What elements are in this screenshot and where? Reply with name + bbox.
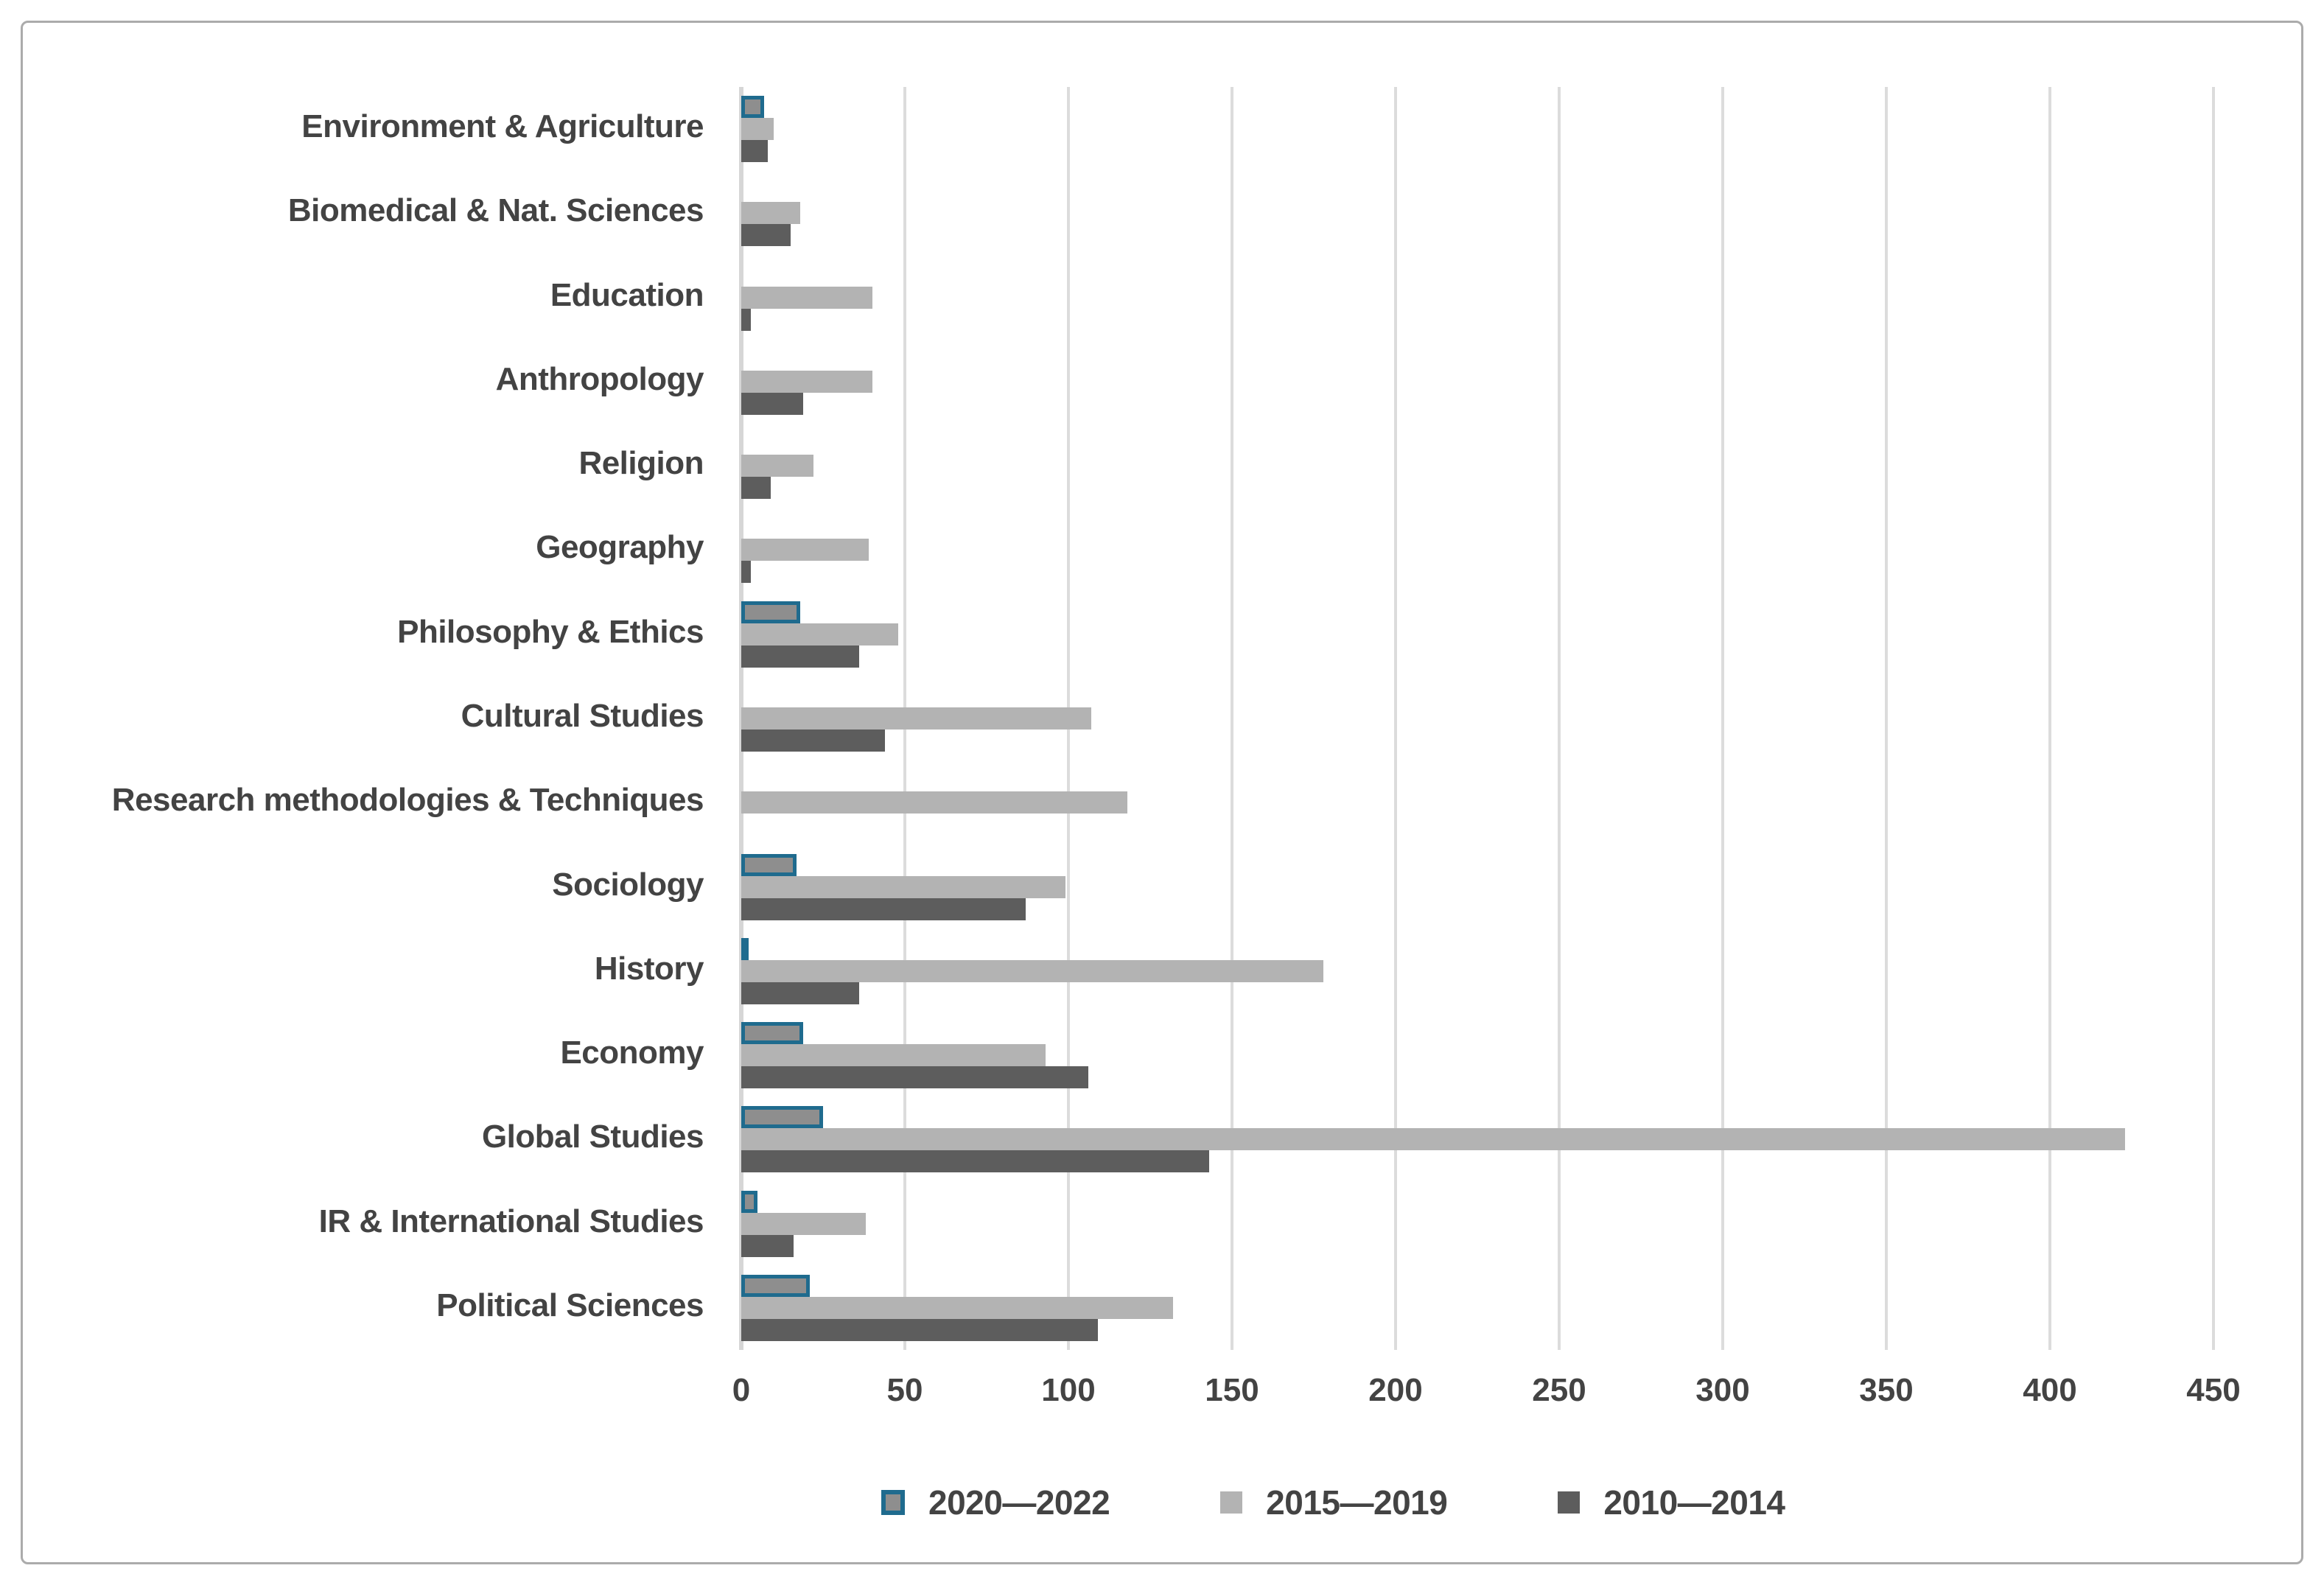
- category-label: Cultural Studies: [461, 698, 704, 734]
- value-tick-label: 100: [1041, 1372, 1096, 1408]
- bar: [741, 707, 1092, 729]
- bar-group: [741, 87, 2213, 171]
- category-label: Sociology: [552, 866, 704, 903]
- bar: [741, 539, 869, 561]
- bar: [741, 1128, 2126, 1151]
- value-tick-label: 150: [1205, 1372, 1259, 1408]
- gridline-150: [1231, 87, 1233, 1350]
- bar: [741, 729, 886, 752]
- bar-group: [741, 1013, 2213, 1097]
- bar: [741, 224, 791, 247]
- category-label: Political Sciences: [436, 1287, 704, 1323]
- gridline-400: [2048, 87, 2051, 1350]
- value-tick-label: 200: [1368, 1372, 1423, 1408]
- bar: [741, 791, 1127, 814]
- bar: [741, 937, 749, 960]
- legend-marker-icon: [881, 1490, 905, 1515]
- value-tick-label: 0: [732, 1372, 751, 1408]
- category-label: Education: [550, 276, 704, 313]
- legend-item: 2020—2022: [881, 1483, 1110, 1522]
- category-label: Environment & Agriculture: [301, 108, 704, 145]
- legend-label: 2020—2022: [928, 1483, 1110, 1522]
- bar: [741, 1150, 1209, 1173]
- category-label: Religion: [578, 445, 704, 482]
- bar-group: [741, 676, 2213, 760]
- bar: [741, 982, 859, 1004]
- bar: [741, 561, 752, 584]
- bar: [741, 477, 771, 500]
- bar: [741, 286, 872, 309]
- bar: [741, 1274, 811, 1297]
- bar-group: [741, 760, 2213, 844]
- bar-group: [741, 844, 2213, 928]
- bar: [741, 645, 859, 668]
- bar-group: [741, 592, 2213, 676]
- bar: [741, 370, 872, 393]
- legend-item: 2015—2019: [1220, 1483, 1448, 1522]
- bar: [741, 308, 752, 331]
- bar: [741, 1106, 823, 1129]
- plot-area: [739, 87, 2215, 1350]
- category-label: Philosophy & Ethics: [397, 613, 704, 650]
- category-label: Global Studies: [481, 1119, 704, 1155]
- gridline-200: [1394, 87, 1397, 1350]
- bar-group: [741, 508, 2213, 592]
- gridline-250: [1558, 87, 1561, 1350]
- bar-group: [741, 1097, 2213, 1181]
- category-label: Research methodologies & Techniques: [111, 782, 704, 819]
- bar: [741, 202, 800, 225]
- bar: [741, 1066, 1088, 1089]
- bar: [741, 1190, 758, 1213]
- category-label: Biomedical & Nat. Sciences: [287, 192, 704, 229]
- legend-label: 2010—2014: [1603, 1483, 1785, 1522]
- bar: [741, 96, 765, 119]
- bar: [741, 140, 768, 163]
- category-label: Economy: [560, 1035, 704, 1071]
- legend-marker-icon: [1220, 1491, 1243, 1514]
- bar: [741, 118, 774, 141]
- bar-group: [741, 340, 2213, 424]
- bar: [741, 1212, 866, 1235]
- legend-item: 2010—2014: [1558, 1483, 1785, 1522]
- bar-group: [741, 171, 2213, 255]
- legend-marker-icon: [1558, 1491, 1581, 1514]
- value-tick-label: 300: [1695, 1372, 1750, 1408]
- bar: [741, 601, 800, 623]
- bar: [741, 1318, 1098, 1341]
- bar-group: [741, 929, 2213, 1013]
- gridline-450: [2212, 87, 2215, 1350]
- category-label: History: [594, 950, 704, 987]
- bar: [741, 898, 1026, 920]
- bar-group: [741, 1266, 2213, 1350]
- bar: [741, 1044, 1046, 1067]
- bar: [741, 1296, 1174, 1319]
- bar: [741, 853, 797, 876]
- bar: [741, 959, 1324, 982]
- bar: [741, 392, 804, 415]
- bar: [741, 455, 813, 477]
- category-label: Anthropology: [495, 360, 704, 397]
- gridline-350: [1885, 87, 1888, 1350]
- category-label: Geography: [536, 529, 704, 566]
- legend-label: 2015—2019: [1266, 1483, 1448, 1522]
- value-tick-label: 250: [1532, 1372, 1586, 1408]
- bar-group: [741, 1181, 2213, 1265]
- value-tick-label: 400: [2023, 1372, 2077, 1408]
- category-label: IR & International Studies: [318, 1203, 704, 1239]
- bar: [741, 1234, 794, 1257]
- bar: [741, 875, 1065, 898]
- value-tick-label: 450: [2186, 1372, 2241, 1408]
- value-tick-label: 350: [1859, 1372, 1914, 1408]
- bar: [741, 623, 899, 645]
- bar-group: [741, 424, 2213, 508]
- gridline-300: [1721, 87, 1724, 1350]
- legend: 2020—2022 2015—2019 2010—2014: [881, 1483, 1785, 1522]
- value-tick-label: 50: [886, 1372, 923, 1408]
- bar: [741, 1022, 804, 1045]
- bar-group: [741, 256, 2213, 340]
